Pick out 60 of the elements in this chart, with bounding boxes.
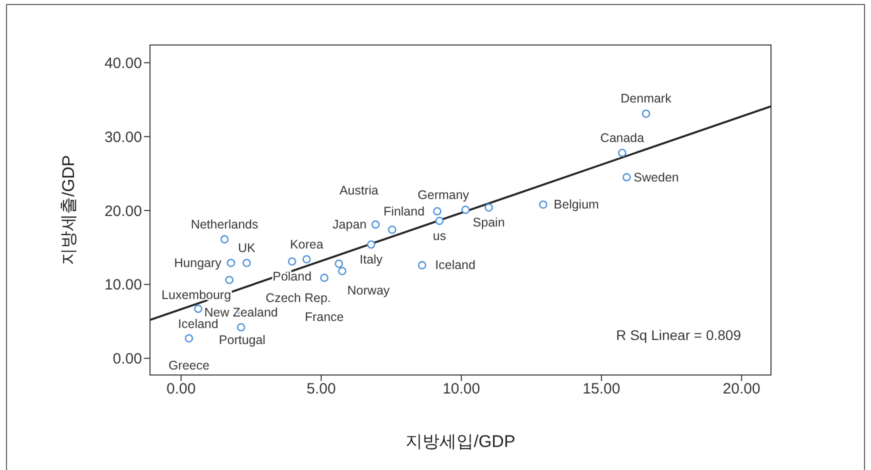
point [288,257,296,266]
point [242,258,251,268]
annotation: Germany [418,188,470,202]
x-axis-title: 지방세입/GDP [406,432,516,451]
x-tick-label: 5.00 [306,380,336,398]
annotation: Spain [472,216,505,230]
annotation: Italy [360,252,384,267]
annotation: Canada [600,130,644,145]
annotation: Iceland [178,316,218,331]
point [418,261,426,270]
x-tick-label: 15.00 [582,380,620,398]
y-tick-label: 10.00 [104,276,142,294]
point [366,240,376,249]
point [461,206,470,214]
annotation: R Sq Linear = 0.809 [616,327,741,343]
y-tick-label: 20.00 [104,202,142,220]
point [302,255,311,264]
point [622,173,631,182]
point [236,323,246,332]
annotation: Poland [272,270,312,284]
point [338,266,346,276]
annotation: Norway [347,284,390,298]
point [184,334,194,342]
point [320,274,328,282]
annotation: Iceland [435,258,476,272]
point [388,226,396,234]
annotation: us [432,228,446,243]
point [334,260,344,268]
point [194,304,202,313]
point [484,203,493,212]
y-tick-label: 40.00 [104,55,142,72]
y-tick-label: 30.00 [104,128,142,146]
point [433,207,442,216]
point [220,235,229,244]
annotation: Portugal [218,333,266,348]
y-tick-label: 0.00 [112,350,142,368]
point [539,200,548,209]
annotation: Greece [168,358,210,372]
point [618,148,626,158]
point [225,276,234,284]
annotation: Sweden [634,170,679,184]
annotation: Netherlands [190,217,258,232]
annotation: UK [238,240,256,255]
annotation: Austria [339,184,378,198]
annotation: Korea [290,237,324,252]
point [435,216,444,226]
annotation: Czech Rep. [266,291,331,306]
annotation: France [304,310,344,324]
point [642,110,650,118]
annotation: Finland [384,204,425,218]
annotation: Japan [332,218,367,232]
y-axis-title: 지방세출/GDP [59,155,78,265]
x-tick-label: 0.00 [166,380,196,398]
x-tick-label: 20.00 [722,380,760,398]
annotation: Hungary [174,256,222,270]
annotation: Belgium [554,198,599,212]
x-tick-label: 10.00 [442,380,480,398]
point [226,258,236,268]
point [371,220,380,229]
annotation: Denmark [620,92,672,106]
